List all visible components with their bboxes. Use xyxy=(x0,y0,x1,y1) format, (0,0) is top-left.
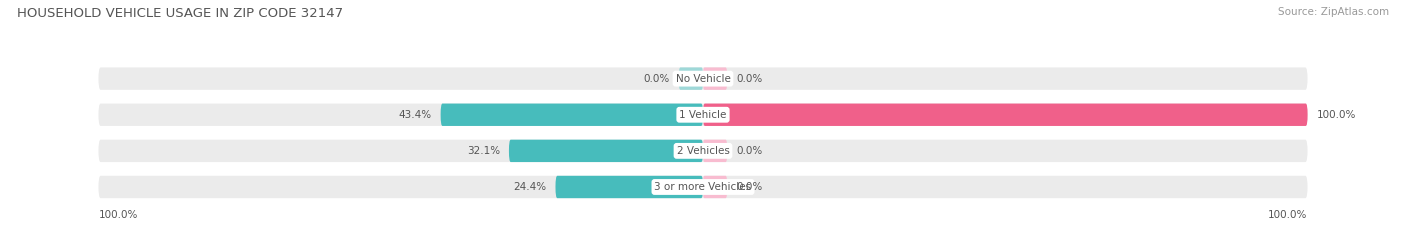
FancyBboxPatch shape xyxy=(98,176,1308,198)
FancyBboxPatch shape xyxy=(555,176,703,198)
Text: 100.0%: 100.0% xyxy=(1316,110,1355,120)
FancyBboxPatch shape xyxy=(509,140,703,162)
Text: 1 Vehicle: 1 Vehicle xyxy=(679,110,727,120)
Text: 100.0%: 100.0% xyxy=(1268,210,1308,220)
FancyBboxPatch shape xyxy=(98,140,1308,162)
Text: 0.0%: 0.0% xyxy=(737,182,762,192)
Text: 0.0%: 0.0% xyxy=(737,74,762,84)
Text: 43.4%: 43.4% xyxy=(398,110,432,120)
Text: HOUSEHOLD VEHICLE USAGE IN ZIP CODE 32147: HOUSEHOLD VEHICLE USAGE IN ZIP CODE 3214… xyxy=(17,7,343,20)
Text: No Vehicle: No Vehicle xyxy=(675,74,731,84)
FancyBboxPatch shape xyxy=(703,67,727,90)
FancyBboxPatch shape xyxy=(703,103,1308,126)
Text: 32.1%: 32.1% xyxy=(467,146,501,156)
FancyBboxPatch shape xyxy=(703,176,727,198)
FancyBboxPatch shape xyxy=(98,103,1308,126)
Text: 0.0%: 0.0% xyxy=(644,74,669,84)
FancyBboxPatch shape xyxy=(679,67,703,90)
FancyBboxPatch shape xyxy=(440,103,703,126)
Text: 2 Vehicles: 2 Vehicles xyxy=(676,146,730,156)
FancyBboxPatch shape xyxy=(98,67,1308,90)
Text: 0.0%: 0.0% xyxy=(737,146,762,156)
FancyBboxPatch shape xyxy=(703,140,727,162)
Text: 100.0%: 100.0% xyxy=(98,210,138,220)
Text: Source: ZipAtlas.com: Source: ZipAtlas.com xyxy=(1278,7,1389,17)
Text: 24.4%: 24.4% xyxy=(513,182,547,192)
Text: 3 or more Vehicles: 3 or more Vehicles xyxy=(654,182,752,192)
